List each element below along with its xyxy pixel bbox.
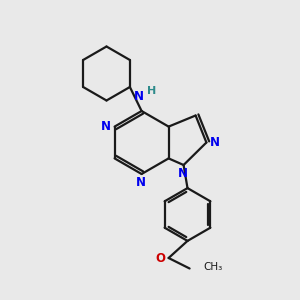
Text: N: N bbox=[101, 120, 111, 133]
Text: O: O bbox=[155, 251, 165, 265]
Text: H: H bbox=[147, 86, 156, 96]
Text: N: N bbox=[178, 167, 188, 180]
Text: CH₃: CH₃ bbox=[203, 262, 222, 272]
Text: N: N bbox=[210, 136, 220, 149]
Text: N: N bbox=[134, 90, 144, 103]
Text: N: N bbox=[136, 176, 146, 189]
